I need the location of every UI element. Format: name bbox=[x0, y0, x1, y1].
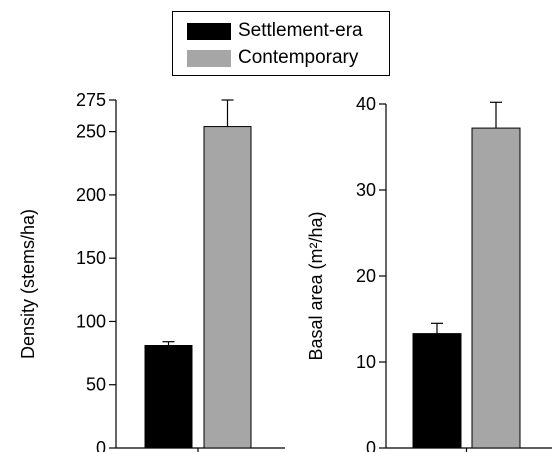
legend-item-settlement-era: Settlement-era bbox=[187, 19, 363, 43]
basal-area-y-tick-label: 0 bbox=[366, 438, 376, 452]
legend: Settlement-era Contemporary bbox=[172, 11, 390, 76]
density-y-tick-label: 275 bbox=[76, 90, 106, 110]
basal-area-y-tick-label: 10 bbox=[356, 352, 376, 372]
legend-item-contemporary: Contemporary bbox=[187, 46, 358, 70]
legend-swatch-settlement-era bbox=[187, 22, 231, 40]
density-y-tick-label: 200 bbox=[76, 185, 106, 205]
density-y-tick-label: 250 bbox=[76, 122, 106, 142]
basal-area-y-axis-label: Basal area (m²/ha) bbox=[306, 211, 326, 360]
density-contemporary-bar bbox=[203, 126, 252, 449]
density-y-tick-label: 0 bbox=[96, 438, 106, 452]
density-y-tick-label: 100 bbox=[76, 311, 106, 331]
density-settlement-era-bar bbox=[144, 344, 193, 449]
legend-label-contemporary: Contemporary bbox=[238, 47, 359, 68]
density-y-tick-label: 150 bbox=[76, 248, 106, 268]
density-y-tick-label: 50 bbox=[86, 375, 106, 395]
basal-area-y-tick-label: 30 bbox=[356, 180, 376, 200]
basal-area-y-tick-label: 20 bbox=[356, 266, 376, 286]
basal-area-settlement-era-bar bbox=[412, 333, 462, 449]
legend-swatch-contemporary bbox=[187, 49, 231, 67]
basal-area-contemporary-bar bbox=[471, 127, 521, 449]
legend-label-settlement-era: Settlement-era bbox=[238, 20, 363, 41]
basal-area-y-tick-label: 40 bbox=[356, 94, 376, 114]
density-y-axis-label: Density (stems/ha) bbox=[18, 209, 38, 359]
